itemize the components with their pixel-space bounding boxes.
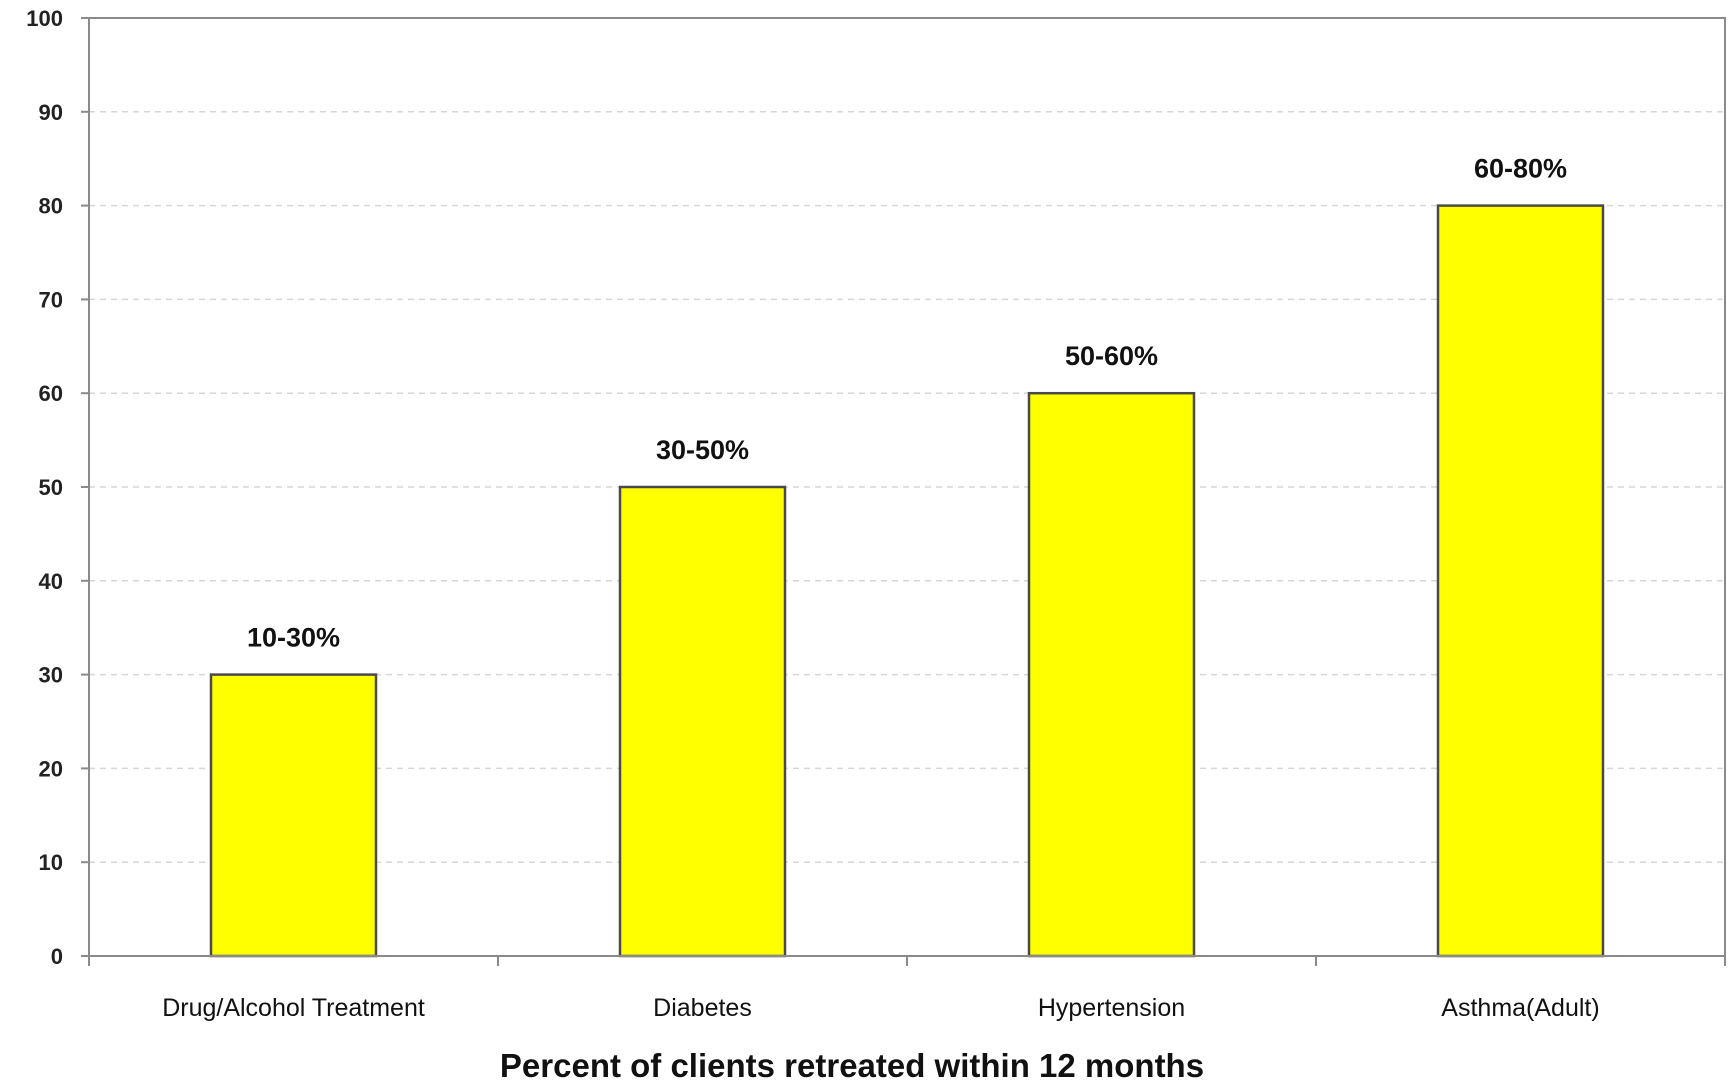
y-tick-label: 80	[39, 194, 63, 219]
bar-diabetes	[618, 485, 787, 958]
y-tick-label: 20	[39, 756, 63, 781]
x-tick-label: Hypertension	[1038, 994, 1185, 1022]
y-axis-tick-labels: 0 10 20 30 40 50 60 70 80 90 100	[26, 6, 89, 969]
x-tick-label: Asthma(Adult)	[1441, 994, 1599, 1022]
y-tick-label: 50	[39, 475, 63, 500]
bars	[209, 204, 1605, 958]
y-tick-label: 70	[39, 287, 63, 312]
bar-asthma-adult	[1436, 204, 1605, 958]
x-axis-title: Percent of clients retreated within 12 m…	[500, 1047, 1204, 1084]
y-tick-label: 100	[26, 6, 63, 31]
data-label: 30-50%	[656, 435, 749, 465]
bar-drug-alcohol-treatment	[209, 673, 378, 958]
y-tick-label: 30	[39, 663, 63, 688]
x-tick-label: Drug/Alcohol Treatment	[162, 994, 425, 1022]
data-label: 60-80%	[1474, 154, 1567, 184]
x-axis-tick-labels: Drug/Alcohol Treatment Diabetes Hypertensi…	[88, 956, 1726, 1022]
x-tick-label: Diabetes	[653, 994, 752, 1022]
y-tick-label: 40	[39, 569, 63, 594]
gridlines	[89, 111, 1725, 863]
data-labels: 10-30% 30-50% 50-60% 60-80%	[247, 154, 1567, 653]
data-label: 10-30%	[247, 623, 340, 653]
y-tick-label: 60	[39, 381, 63, 406]
y-tick-label: 10	[39, 850, 63, 875]
y-tick-label: 0	[51, 944, 63, 969]
y-tick-label: 90	[39, 100, 63, 125]
bar-hypertension	[1027, 391, 1196, 958]
data-label: 50-60%	[1065, 341, 1158, 371]
